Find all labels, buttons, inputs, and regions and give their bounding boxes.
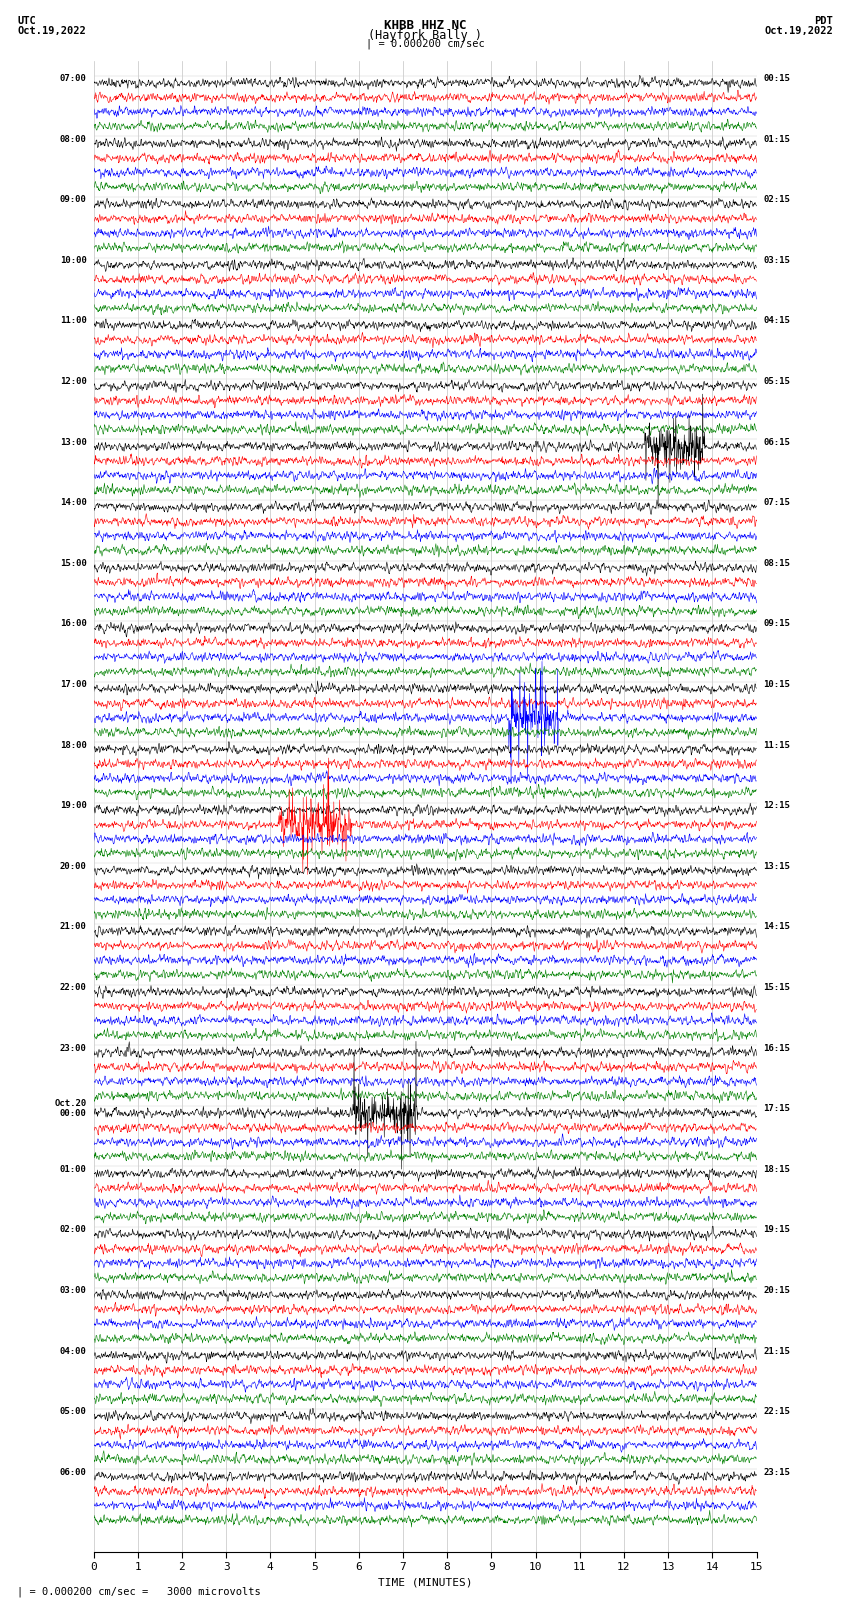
- Text: 18:15: 18:15: [763, 1165, 790, 1174]
- Text: 02:00: 02:00: [60, 1226, 87, 1234]
- Text: UTC: UTC: [17, 16, 36, 26]
- Text: 15:00: 15:00: [60, 558, 87, 568]
- Text: 09:15: 09:15: [763, 619, 790, 629]
- Text: 21:00: 21:00: [60, 923, 87, 931]
- Text: Oct.19,2022: Oct.19,2022: [764, 26, 833, 35]
- X-axis label: TIME (MINUTES): TIME (MINUTES): [377, 1578, 473, 1587]
- Text: 20:15: 20:15: [763, 1286, 790, 1295]
- Text: (Hayfork Bally ): (Hayfork Bally ): [368, 29, 482, 42]
- Text: 03:00: 03:00: [60, 1286, 87, 1295]
- Text: 05:15: 05:15: [763, 377, 790, 386]
- Text: 23:00: 23:00: [60, 1044, 87, 1053]
- Text: 02:15: 02:15: [763, 195, 790, 205]
- Text: 12:00: 12:00: [60, 377, 87, 386]
- Text: 08:00: 08:00: [60, 135, 87, 144]
- Text: 16:15: 16:15: [763, 1044, 790, 1053]
- Text: 08:15: 08:15: [763, 558, 790, 568]
- Text: KHBB HHZ NC: KHBB HHZ NC: [383, 19, 467, 32]
- Text: 23:15: 23:15: [763, 1468, 790, 1478]
- Text: 07:15: 07:15: [763, 498, 790, 508]
- Text: 16:00: 16:00: [60, 619, 87, 629]
- Text: 19:00: 19:00: [60, 802, 87, 810]
- Text: 22:15: 22:15: [763, 1407, 790, 1416]
- Text: | = 0.000200 cm/sec =   3000 microvolts: | = 0.000200 cm/sec = 3000 microvolts: [17, 1586, 261, 1597]
- Text: Oct.20
00:00: Oct.20 00:00: [54, 1100, 87, 1118]
- Text: 12:15: 12:15: [763, 802, 790, 810]
- Text: 01:00: 01:00: [60, 1165, 87, 1174]
- Text: 04:15: 04:15: [763, 316, 790, 326]
- Text: | = 0.000200 cm/sec: | = 0.000200 cm/sec: [366, 39, 484, 50]
- Text: 11:15: 11:15: [763, 740, 790, 750]
- Text: 01:15: 01:15: [763, 135, 790, 144]
- Text: 10:15: 10:15: [763, 681, 790, 689]
- Text: 06:00: 06:00: [60, 1468, 87, 1478]
- Text: 18:00: 18:00: [60, 740, 87, 750]
- Text: 07:00: 07:00: [60, 74, 87, 84]
- Text: 17:00: 17:00: [60, 681, 87, 689]
- Text: 20:00: 20:00: [60, 861, 87, 871]
- Text: 00:15: 00:15: [763, 74, 790, 84]
- Text: 22:00: 22:00: [60, 982, 87, 992]
- Text: Oct.19,2022: Oct.19,2022: [17, 26, 86, 35]
- Text: 19:15: 19:15: [763, 1226, 790, 1234]
- Text: 14:00: 14:00: [60, 498, 87, 508]
- Text: 13:15: 13:15: [763, 861, 790, 871]
- Text: 06:15: 06:15: [763, 437, 790, 447]
- Text: 21:15: 21:15: [763, 1347, 790, 1355]
- Text: 15:15: 15:15: [763, 982, 790, 992]
- Text: 11:00: 11:00: [60, 316, 87, 326]
- Text: 09:00: 09:00: [60, 195, 87, 205]
- Text: 14:15: 14:15: [763, 923, 790, 931]
- Text: 03:15: 03:15: [763, 256, 790, 265]
- Text: 10:00: 10:00: [60, 256, 87, 265]
- Text: 13:00: 13:00: [60, 437, 87, 447]
- Text: 17:15: 17:15: [763, 1105, 790, 1113]
- Text: 04:00: 04:00: [60, 1347, 87, 1355]
- Text: PDT: PDT: [814, 16, 833, 26]
- Text: 05:00: 05:00: [60, 1407, 87, 1416]
